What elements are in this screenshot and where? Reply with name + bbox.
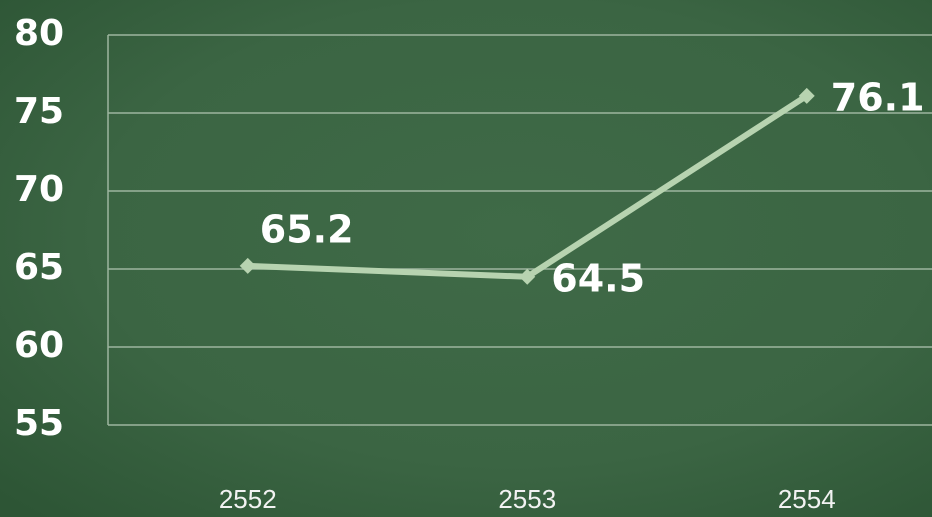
data-label: 65.2 — [260, 207, 354, 251]
y-tick-label: 70 — [14, 169, 64, 210]
y-tick-label: 75 — [14, 91, 64, 132]
marker — [519, 268, 536, 285]
data-label: 76.1 — [831, 75, 925, 119]
y-tick-label: 55 — [14, 403, 64, 444]
x-tick-label: 2552 — [219, 484, 277, 514]
marker — [798, 87, 815, 104]
data-label: 64.5 — [551, 256, 645, 300]
x-tick-label: 2553 — [498, 484, 556, 514]
marker — [239, 257, 256, 274]
y-tick-label: 60 — [14, 325, 64, 366]
y-tick-label: 80 — [14, 13, 64, 54]
y-tick-label: 65 — [14, 247, 64, 288]
x-tick-label: 2554 — [778, 484, 836, 514]
